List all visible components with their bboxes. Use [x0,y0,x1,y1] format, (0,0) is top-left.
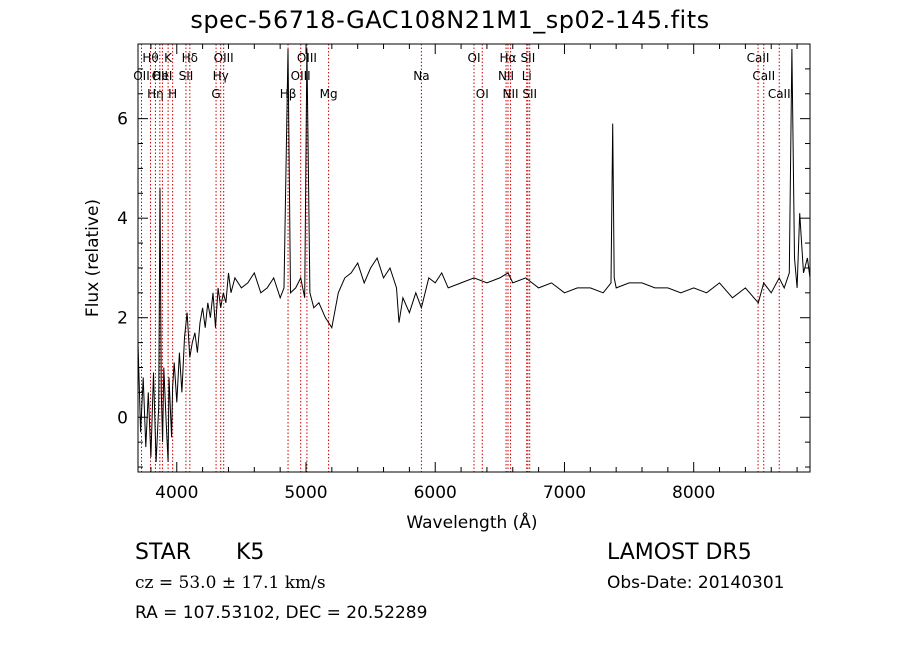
line-label-H: H [168,87,177,101]
line-label-OII: OII [152,69,169,83]
x-tick-label: 4000 [155,483,198,503]
line-label-SII: SII [179,69,194,83]
line-label-Hθ: Hθ [142,51,158,65]
redshift-velocity: cz = 53.0 ± 17.1 km/s [135,573,326,593]
line-label-SII: SII [521,51,536,65]
line-label-Hδ: Hδ [182,51,198,65]
object-subclass: K5 [236,540,265,565]
line-label-OI: OI [468,51,481,65]
coordinates: RA = 107.53102, DEC = 20.52289 [135,603,428,623]
line-label-HeI: HeI [152,69,172,83]
x-axis-label: Wavelength (Å) [406,511,537,533]
survey-name: LAMOST DR5 [607,540,752,565]
plot-frame [137,43,811,473]
line-label-Hη: Hη [147,87,164,101]
line-label-OIII: OIII [291,69,311,83]
line-label-OIII: OIII [214,51,234,65]
line-label-NII: NII [503,87,519,101]
x-tick-label: 7000 [543,483,586,503]
y-axis-label: Flux (relative) [83,199,103,317]
emission-line-markers [140,44,780,472]
x-tick-label: 6000 [414,483,457,503]
line-label-CaII: CaII [747,51,770,65]
y-tick-label: 0 [117,408,128,428]
x-tick-label: 5000 [284,483,327,503]
line-label-OI: OI [476,87,489,101]
y-tick-label: 4 [117,209,128,229]
axis-ticks [138,44,810,472]
line-label-Li: Li [522,69,532,83]
chart-title: spec-56718-GAC108N21M1_sp02-145.fits [190,6,710,34]
line-label-OII: OII [133,69,150,83]
line-label-NII: NII [498,69,514,83]
emission-line-labels: OIIHθHηOIIHeIKHSIIHδGHγOIIIHβOIIIOIIIMgN… [133,51,790,101]
line-label-K: K [164,51,173,65]
observation-date: Obs-Date: 20140301 [607,573,785,593]
x-tick-label: 8000 [672,483,715,503]
spectrum-line [137,48,811,463]
line-label-CaII: CaII [752,69,775,83]
object-class: STAR [135,540,192,565]
line-label-Mg: Mg [320,87,338,101]
y-tick-label: 2 [117,309,128,329]
line-label-Hα: Hα [500,51,517,65]
line-label-CaII: CaII [768,87,791,101]
line-label-Na: Na [413,69,429,83]
y-tick-label: 6 [117,110,128,130]
line-label-SII: SII [522,87,537,101]
axis-tick-labels: 4000 5000 6000 7000 8000 0 2 4 6 [117,110,715,503]
line-label-G: G [211,87,220,101]
line-label-Hγ: Hγ [213,69,229,83]
